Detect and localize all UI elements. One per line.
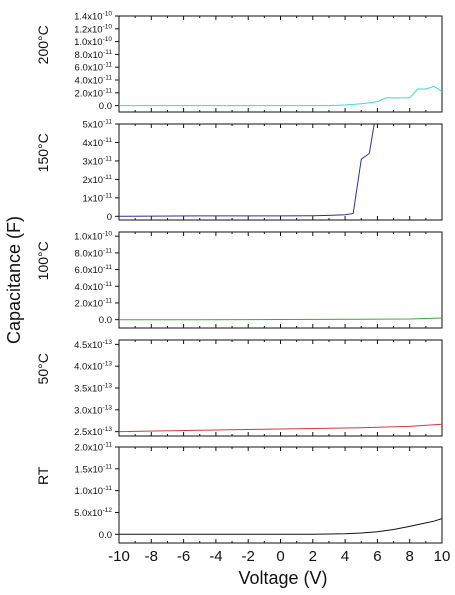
- y-tick-label: 1.5x10-11: [75, 463, 113, 475]
- x-tick-label: -4: [209, 548, 222, 565]
- x-tick-label: -2: [242, 548, 255, 565]
- y-tick-label: 3.5x10-13: [74, 383, 112, 395]
- y-tick-label: 1.0x10-11: [75, 485, 113, 497]
- y-tick-label: 4.5x10-13: [74, 339, 112, 351]
- x-tick-label: 6: [373, 548, 381, 565]
- panel: 1.4x10-101.2x10-101.0x10-108.0x10-116.0x…: [35, 11, 443, 113]
- y-tick-label: 3x10-11: [82, 155, 112, 167]
- series-line: [119, 317, 442, 321]
- y-tick-label: 2x10-11: [82, 174, 112, 186]
- series-line: [119, 124, 375, 217]
- y-tick-label: 8.0x10-11: [75, 247, 113, 259]
- y-tick-label: 0: [107, 212, 112, 223]
- y-tick-label: 2.5x10-13: [74, 426, 112, 438]
- y-tick-label: 3.0x10-13: [74, 404, 112, 416]
- panel: 1.0x10-10 8.0x10-11 6.0x10-11 4.0x10-11 2.0x…: [35, 231, 443, 329]
- x-tick-label: -8: [145, 548, 158, 565]
- panel: 4.5x10-13 4.0x10-13 3.5x10-13 3.0x10-13 2.5x…: [35, 339, 443, 438]
- y-tick-label: 0.0: [99, 315, 112, 326]
- plot-frame: [118, 231, 443, 329]
- y-tick-label: 2.0x10-11: [75, 87, 113, 99]
- y-tick-label: 8.0x10-11: [75, 49, 113, 61]
- plot-frame: [118, 446, 443, 544]
- y-tick-label: 1.0x10-10: [74, 36, 112, 48]
- series-line: [119, 518, 442, 535]
- y-tick-label: 1.0x10-10: [74, 231, 112, 243]
- series-line: [119, 85, 442, 107]
- x-tick-label: -10: [108, 548, 130, 565]
- y-tick-label: 0.0: [99, 101, 112, 112]
- y-tick-label: 4x10-11: [82, 137, 112, 149]
- x-tick-label: 8: [406, 548, 414, 565]
- panel-temperature-label: 200°C: [35, 25, 51, 64]
- y-axis-title: Capacitance (F): [4, 216, 24, 344]
- x-tick-label: -6: [177, 548, 190, 565]
- y-tick-label: 5.0x10-12: [74, 507, 112, 519]
- y-tick-label: 4.0x10-13: [74, 361, 112, 373]
- panel-temperature-label: 50°C: [35, 353, 51, 384]
- series-line: [119, 423, 442, 433]
- y-tick-label: 4.0x10-11: [75, 75, 113, 87]
- x-tick-label: 2: [309, 548, 317, 565]
- panel: 5x10-11 4x10-11 3x10-11 2x10-11 1x10-11 0 150°…: [35, 119, 443, 223]
- panel: 2.0x10-11 1.5x10-11 1.0x10-11 5.0x10-12 0.0 R…: [35, 442, 443, 544]
- y-tick-label: 6.0x10-11: [75, 264, 113, 276]
- y-tick-label: 4.0x10-11: [75, 281, 113, 293]
- x-tick-label: 0: [276, 548, 284, 565]
- panel-temperature-label: RT: [35, 466, 51, 485]
- y-tick-label: 1.4x10-10: [74, 11, 112, 23]
- x-axis-title: Voltage (V): [238, 568, 327, 588]
- plot-frame: [118, 339, 443, 437]
- y-tick-label: 2.0x10-11: [75, 297, 113, 309]
- x-tick-label: 4: [341, 548, 349, 565]
- panel-temperature-label: 150°C: [35, 133, 51, 172]
- y-tick-label: 1.2x10-10: [74, 23, 112, 35]
- plot-frame: [118, 123, 443, 221]
- y-tick-label: 0.0: [99, 530, 112, 541]
- y-tick-label: 1x10-11: [82, 192, 112, 204]
- x-tick-label: 10: [434, 548, 451, 565]
- y-tick-label: 2.0x10-11: [75, 442, 113, 454]
- y-tick-label: 5x10-11: [82, 119, 112, 131]
- y-tick-label: 6.0x10-11: [75, 62, 113, 74]
- panel-temperature-label: 100°C: [35, 241, 51, 280]
